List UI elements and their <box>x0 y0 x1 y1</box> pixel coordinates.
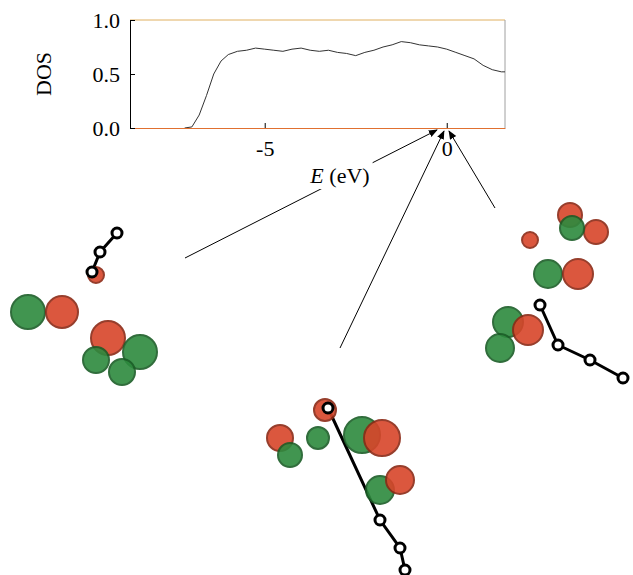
orbital-lobe <box>563 259 593 289</box>
orbital-lobe <box>364 420 400 456</box>
orbital-lobe <box>513 315 543 345</box>
x-axis-line <box>131 128 506 129</box>
frame-top <box>130 20 505 21</box>
orbital-lobe <box>386 466 414 494</box>
orbital-lobe <box>560 216 584 240</box>
y-tick-mark <box>130 20 135 21</box>
y-tick-label: 1.0 <box>93 8 121 33</box>
y-tick-mark <box>130 74 135 75</box>
x-axis-title: E (eV) <box>309 163 369 188</box>
x-tick-mark <box>447 123 448 128</box>
orbital-lobe <box>88 267 104 283</box>
plot-area <box>185 42 505 128</box>
orbital-lobe <box>109 359 135 385</box>
y-tick: 0.5 <box>93 62 136 87</box>
x-tick-label: -5 <box>256 136 274 161</box>
figure: -5 0 0.0 0.5 1.0 E (eV) DOS <box>0 0 633 575</box>
x-tick-mark <box>265 123 266 128</box>
molecule <box>486 203 628 383</box>
orbital-lobe <box>486 334 514 362</box>
atom <box>535 300 545 310</box>
dos-line <box>185 42 505 128</box>
bond <box>540 305 623 378</box>
label-patch <box>306 162 372 189</box>
atom <box>553 340 563 350</box>
orbital-lobe <box>534 260 562 288</box>
orbital-lobe <box>11 295 45 329</box>
orbital-lobe <box>278 443 302 467</box>
orbital-lobe <box>46 296 78 328</box>
atom <box>375 515 385 525</box>
y-tick-label: 0.5 <box>93 62 121 87</box>
molecule <box>267 399 414 575</box>
atom <box>95 247 105 257</box>
x-tick: 0 <box>442 123 453 161</box>
atom <box>112 228 122 238</box>
y-axis-title: DOS <box>31 52 56 96</box>
y-tick-mark <box>130 128 135 129</box>
plot-frame <box>130 20 505 128</box>
molecule <box>11 228 157 385</box>
y-axis: 0.0 0.5 1.0 <box>93 8 136 141</box>
atom <box>585 355 595 365</box>
arrow <box>185 130 437 258</box>
illustration <box>11 130 628 575</box>
y-tick-label: 0.0 <box>93 116 121 141</box>
atom <box>323 403 333 413</box>
orbital-lobe <box>314 399 336 421</box>
x-tick: -5 <box>256 123 274 161</box>
orbital-lobe <box>307 427 329 449</box>
atom <box>400 565 410 575</box>
atom <box>395 543 405 553</box>
frame-right <box>505 20 506 128</box>
orbital-lobe <box>83 347 109 373</box>
arrow <box>449 131 495 208</box>
orbital-lobe <box>584 220 608 244</box>
x-axis: -5 0 <box>131 123 506 161</box>
atom <box>618 373 628 383</box>
x-tick-label: 0 <box>442 136 453 161</box>
orbital-lobe <box>522 232 538 248</box>
atom <box>87 267 97 277</box>
y-tick: 1.0 <box>93 8 136 33</box>
y-tick: 0.0 <box>93 116 136 141</box>
